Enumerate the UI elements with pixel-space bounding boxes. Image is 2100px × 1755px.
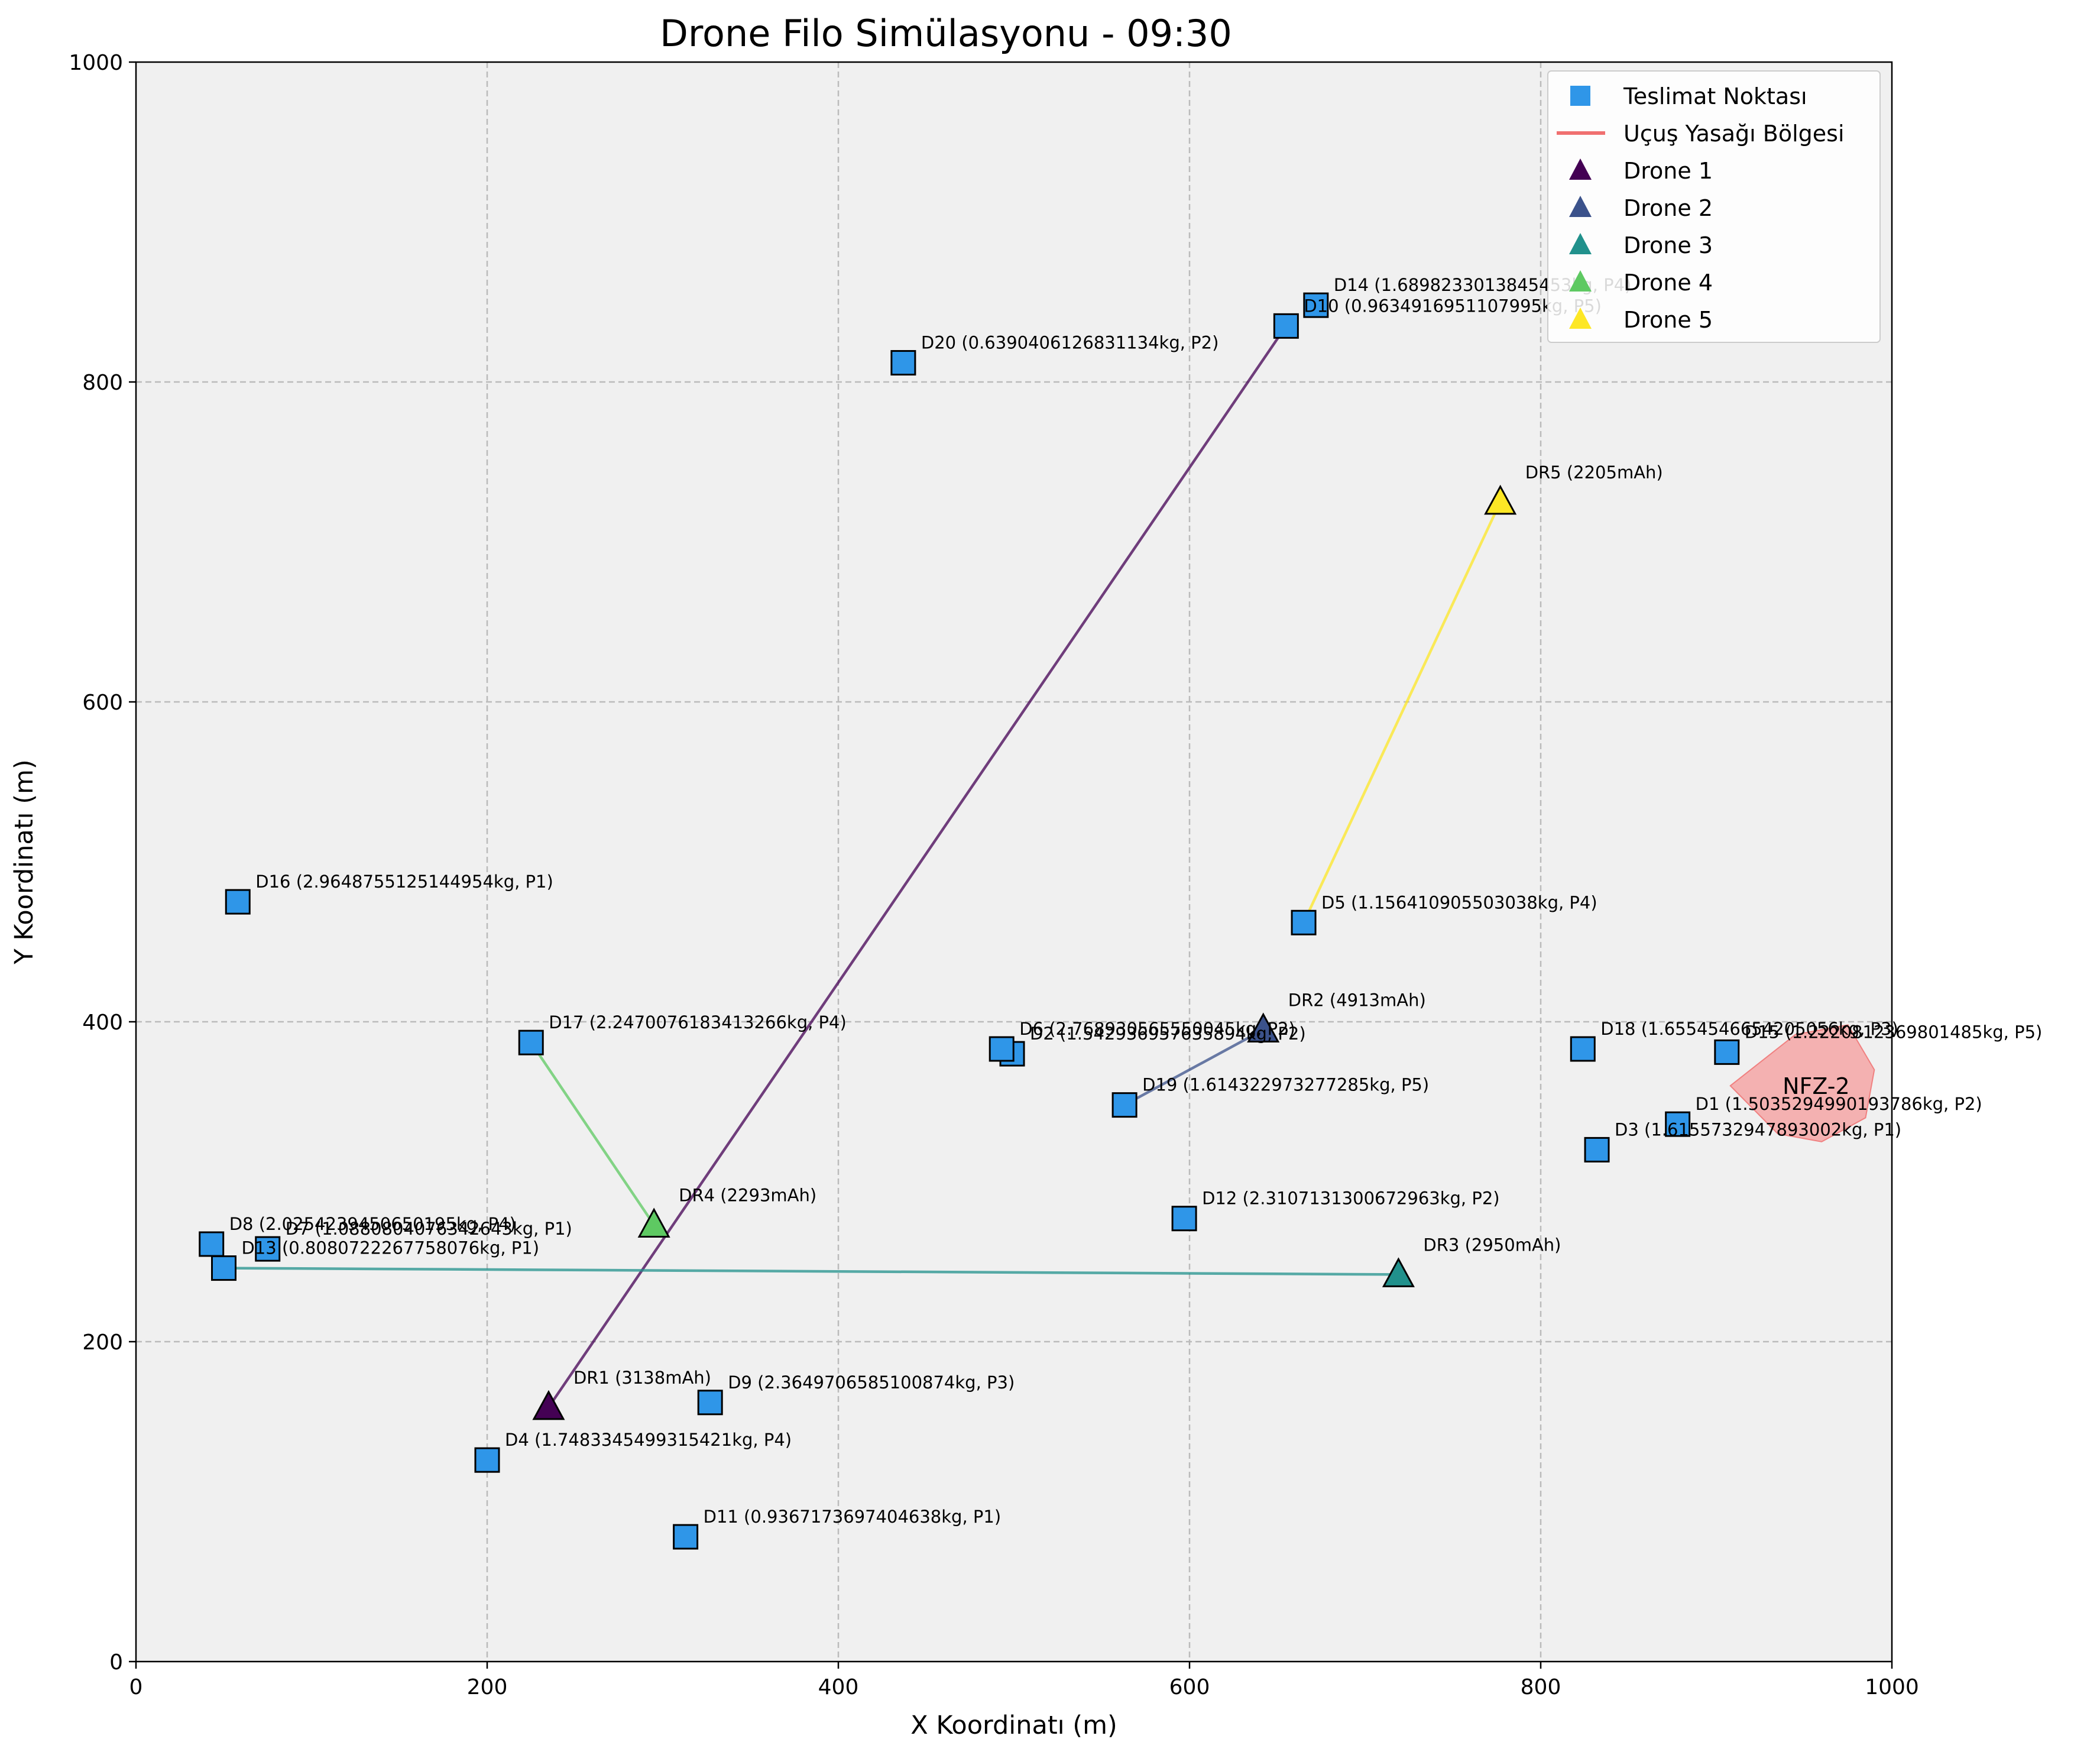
no-fly-zones: NFZ-2 (1729, 1024, 1875, 1142)
y-tick-label: 400 (82, 1011, 123, 1035)
drone-path (547, 325, 1288, 1408)
delivery-label: D19 (1.614322973277285kg, P5) (1142, 1075, 1429, 1095)
legend-entry: Drone 3 (1623, 232, 1713, 258)
delivery-point (199, 1231, 225, 1257)
delivery-point (1570, 1036, 1596, 1062)
no-fly-zone-label: NFZ-2 (1783, 1073, 1850, 1099)
legend-marker (1570, 86, 1590, 106)
drone-path (530, 1041, 656, 1226)
drone-marker (1247, 1012, 1280, 1043)
drone-path (223, 1267, 1399, 1276)
delivery-label: D9 (2.3649706585100874kg, P3) (728, 1372, 1015, 1393)
delivery-point (255, 1236, 281, 1262)
delivery-point (989, 1036, 1015, 1062)
point-labels: D1 (1.5035294990193786kg, P2) D2 (1.54293… (229, 275, 2043, 1527)
delivery-label: D15 (1.2220812369801485kg, P5) (1745, 1022, 2043, 1042)
y-tick-label: 800 (82, 371, 123, 395)
delivery-point (1111, 1092, 1138, 1118)
legend-marker (1569, 196, 1592, 217)
delivery-point (518, 1029, 544, 1055)
delivery-point (1273, 313, 1299, 339)
delivery-label: D4 (1.7483345499315421kg, P4) (505, 1430, 792, 1450)
drones (532, 484, 1517, 1420)
x-axis-label: X Koordinatı (m) (910, 1711, 1117, 1740)
delivery-label: D13 (0.8080722267758076kg, P1) (242, 1238, 540, 1258)
legend-marker (1569, 233, 1592, 254)
drone-marker (1484, 484, 1517, 515)
drone-path (1124, 1028, 1264, 1106)
legend-entry: Drone 2 (1623, 195, 1713, 221)
delivery-label: D6 (2.768930565550045kg, P2) (1019, 1019, 1295, 1039)
x-tick-label: 800 (1521, 1675, 1561, 1699)
delivery-label: D16 (2.9648755125144954kg, P1) (255, 872, 553, 892)
delivery-points (199, 292, 1740, 1550)
drone-label: DR2 (4913mAh) (1288, 990, 1426, 1011)
delivery-label: D20 (0.6390406126831134kg, P2) (921, 333, 1219, 353)
delivery-point (1291, 909, 1317, 935)
delivery-label: D5 (1.156410905503038kg, P4) (1321, 892, 1597, 912)
delivery-point (474, 1447, 500, 1473)
legend: Teslimat Noktası Uçuş Yasağı Bölgesi Drone… (1547, 70, 1881, 343)
legend-marker (1569, 158, 1592, 180)
legend-entry: Drone 1 (1623, 158, 1713, 184)
y-axis-ticks: 0 200 400 600 800 1000 (69, 51, 136, 1675)
drone-path (1302, 501, 1502, 924)
drone-label: DR4 (2293mAh) (679, 1186, 816, 1206)
legend-marker (1569, 270, 1592, 292)
delivery-point (697, 1390, 723, 1416)
plot-frame (135, 61, 1893, 1663)
x-tick-label: 200 (467, 1675, 508, 1699)
drone-label: DR1 (3138mAh) (573, 1368, 711, 1388)
legend-entry: Uçuş Yasağı Bölgesi (1623, 121, 1845, 147)
legend-marker (1569, 307, 1592, 329)
drone-marker (532, 1390, 565, 1420)
x-tick-label: 0 (129, 1675, 143, 1699)
delivery-point (1303, 292, 1329, 318)
y-tick-label: 0 (109, 1650, 123, 1675)
drone-marker (1382, 1257, 1415, 1287)
delivery-label: D12 (2.3107131300672963kg, P2) (1202, 1189, 1500, 1209)
delivery-label: D1 (1.5035294990193786kg, P2) (1696, 1094, 1982, 1114)
y-tick-label: 200 (82, 1330, 123, 1355)
y-tick-label: 600 (82, 691, 123, 715)
delivery-point (673, 1524, 699, 1550)
delivery-label: D11 (0.9367173697404638kg, P1) (704, 1507, 1002, 1527)
delivery-point (890, 350, 916, 376)
x-axis-ticks: 0 200 400 600 800 1000 (129, 1662, 1919, 1699)
delivery-point (1665, 1111, 1691, 1137)
delivery-point (211, 1255, 236, 1281)
delivery-point (1714, 1039, 1740, 1065)
y-tick-label: 1000 (69, 51, 123, 75)
legend-box (1547, 70, 1881, 343)
x-tick-label: 400 (818, 1675, 859, 1699)
delivery-point (225, 889, 251, 915)
x-tick-label: 600 (1169, 1675, 1210, 1699)
no-fly-zone (1729, 1024, 1875, 1142)
delivery-point (1584, 1136, 1610, 1163)
y-axis-label: Y Koordinatı (m) (9, 759, 39, 964)
drone-label: DR5 (2205mAh) (1525, 462, 1663, 483)
delivery-label: D17 (2.2470076183413266kg, P4) (549, 1012, 847, 1032)
legend-entry: Teslimat Noktası (1623, 83, 1807, 109)
delivery-label: D7 (1.0880804076342643kg, P1) (286, 1219, 572, 1239)
legend-entry: Drone 4 (1623, 270, 1713, 296)
delivery-label: D8 (2.0254239450650195kg, P4) (229, 1214, 516, 1234)
drone-label: DR3 (2950mAh) (1423, 1235, 1561, 1255)
delivery-label: D3 (1.6155732947893002kg, P1) (1615, 1119, 1901, 1139)
legend-entry: Drone 5 (1623, 307, 1713, 333)
x-tick-label: 1000 (1865, 1675, 1919, 1699)
delivery-point (1171, 1206, 1197, 1232)
drone-marker (637, 1207, 670, 1238)
delivery-label: D18 (1.6554546654205056kg, P3) (1600, 1019, 1898, 1039)
chart-title: Drone Filo Simülasyonu - 09:30 (660, 12, 1232, 55)
delivery-label: D2 (1.542936957635894kg, P2) (1030, 1024, 1306, 1044)
grid (136, 62, 1892, 1662)
